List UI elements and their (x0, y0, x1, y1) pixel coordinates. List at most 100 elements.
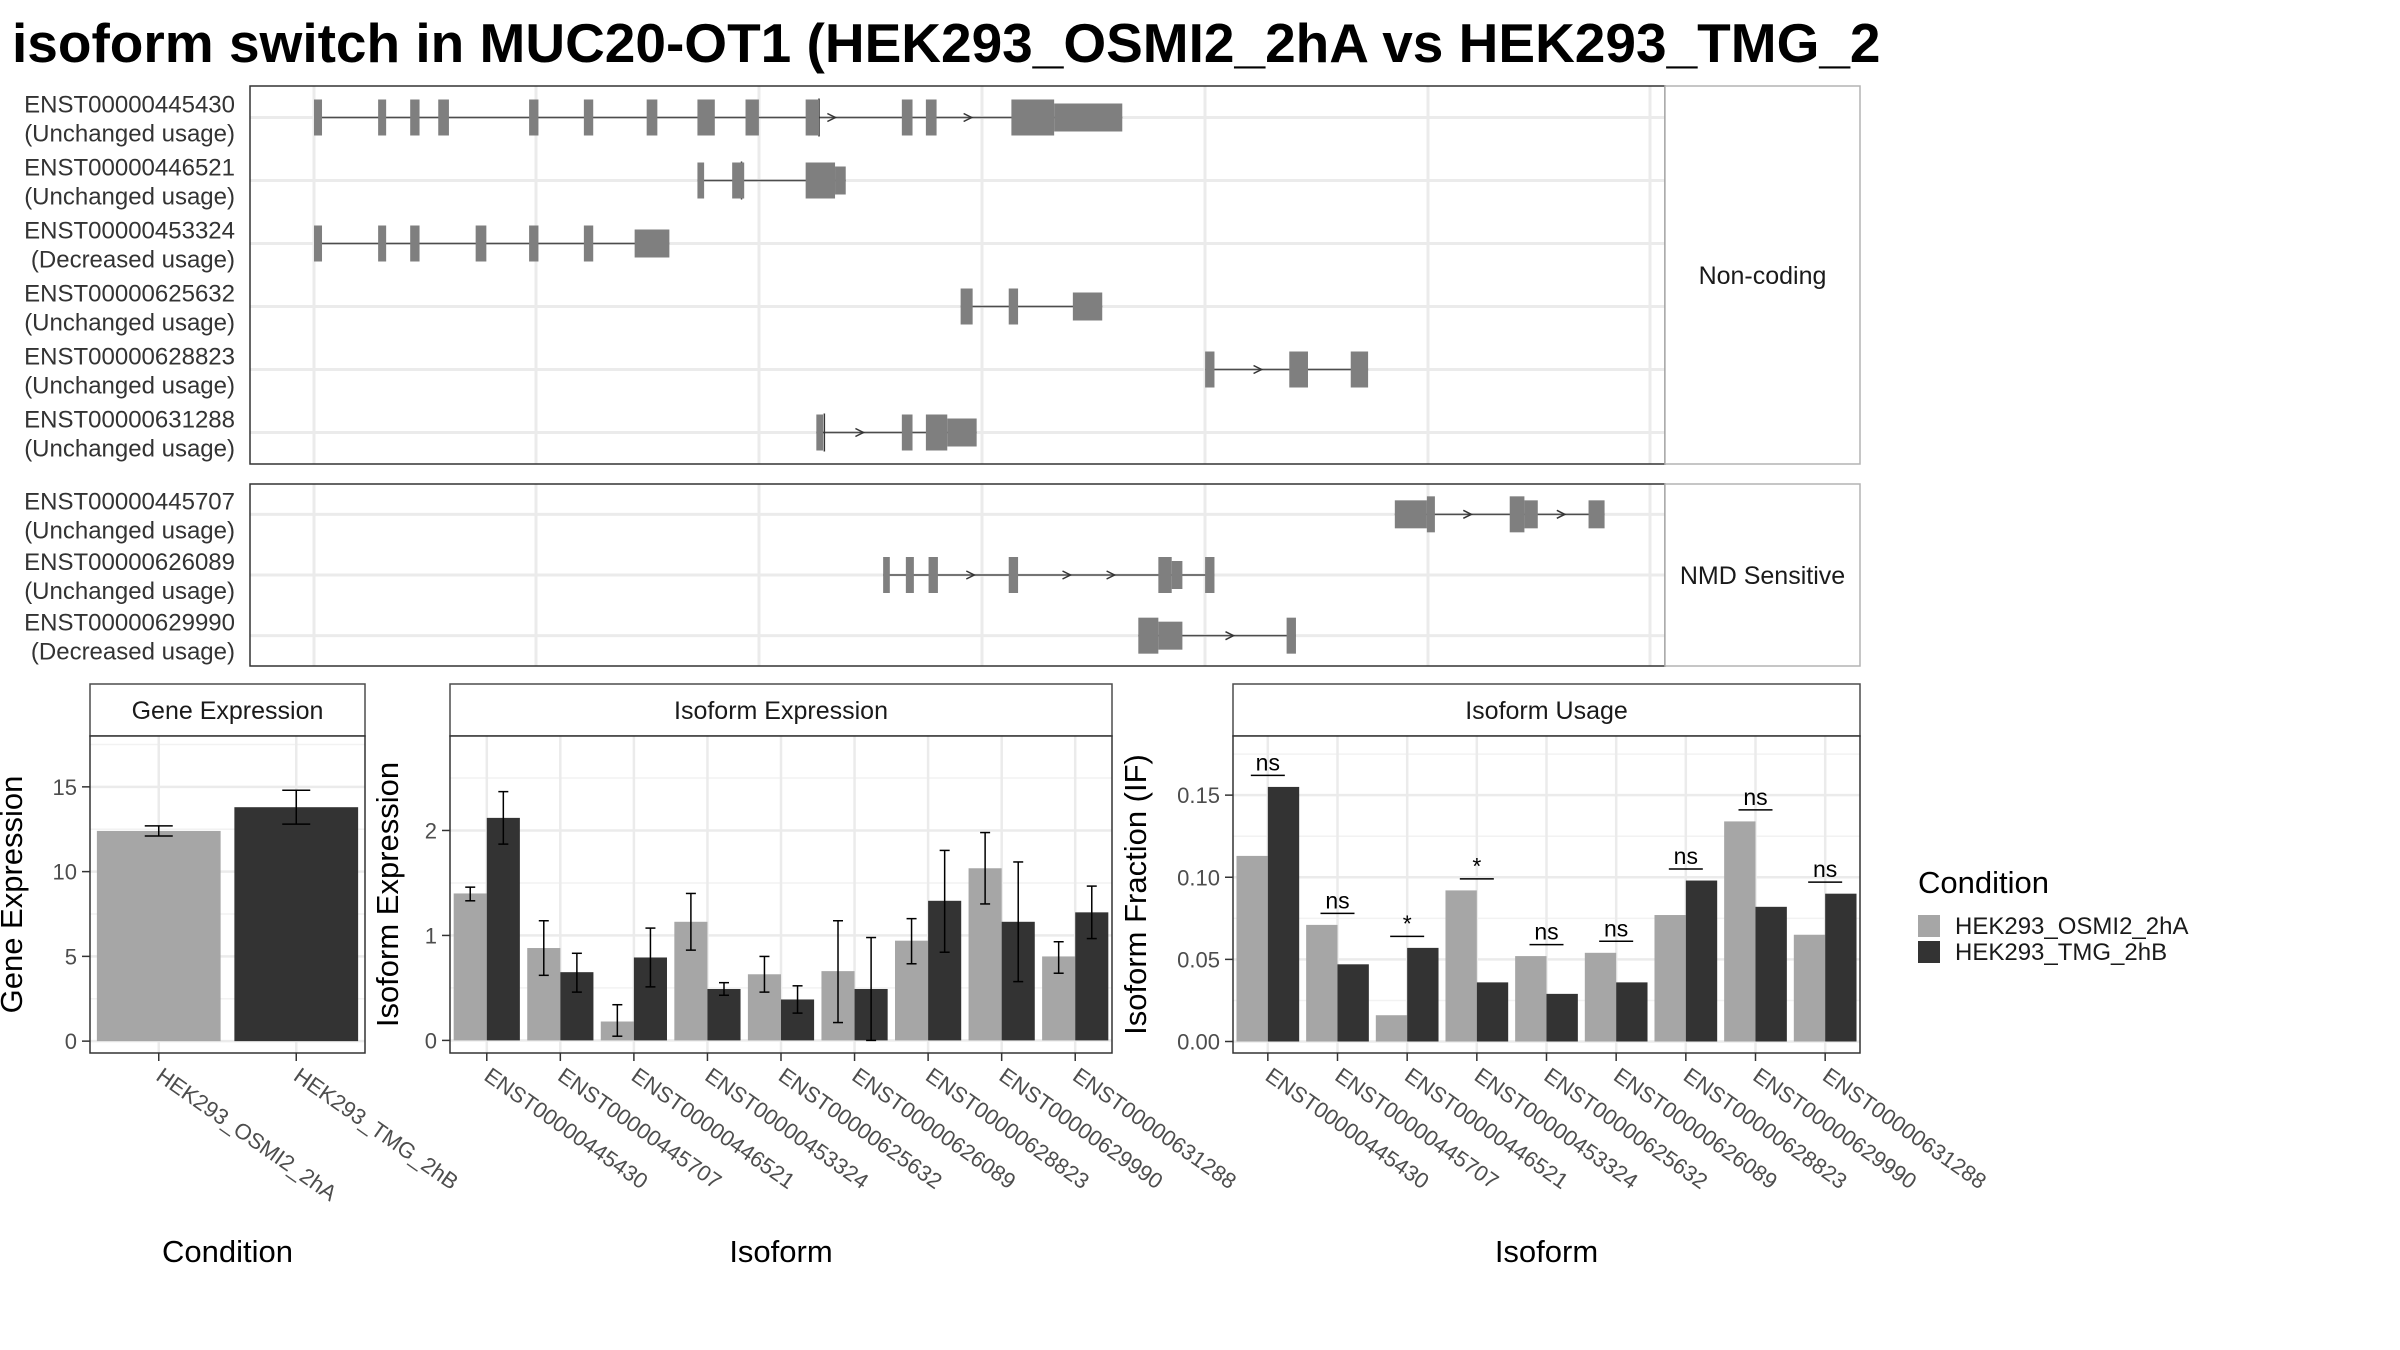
isoform-usage-panel: Isoform Usage ns ns * * ns ns ns ns ns 0.00 0.05 0.1… (1118, 683, 1991, 1269)
bar (453, 893, 487, 1041)
exon-block (697, 99, 715, 136)
transcript-id-label: ENST00000445430 (24, 92, 235, 119)
significance-label: ns (1604, 915, 1628, 941)
bar (1375, 1015, 1408, 1042)
exon-block (805, 99, 820, 136)
bar (96, 830, 221, 1042)
legend-swatch (1918, 915, 1940, 937)
exon-block (1350, 351, 1369, 388)
strand-arrow (1462, 509, 1473, 520)
exon-block (732, 162, 745, 199)
x-axis-title: Condition (162, 1234, 293, 1269)
transcript-usage-label: (Unchanged usage) (24, 373, 235, 400)
y-tick-label: 10 (53, 860, 77, 885)
bar (1825, 893, 1857, 1042)
legend-label: HEK293_OSMI2_2hA (1955, 913, 2188, 940)
bar (1755, 906, 1787, 1042)
gene-expression-panel: Gene Expression051015HEK293_OSMI2_2hAHEK… (0, 683, 463, 1269)
y-tick-label: 5 (65, 944, 77, 969)
exon-block (697, 162, 705, 199)
legend-title: Condition (1918, 865, 2049, 900)
exon-block (378, 225, 387, 262)
panel-strip-title: Gene Expression (132, 697, 324, 725)
exon-block (378, 99, 387, 136)
exon-block (1394, 500, 1427, 529)
strand-arrow (963, 112, 974, 123)
transcript-id-label: ENST00000625632 (24, 281, 235, 308)
transcript-id-label: ENST00000628823 (24, 344, 235, 371)
y-tick-label: 2 (425, 818, 437, 843)
group-strip (1664, 483, 1861, 667)
bar (1654, 915, 1686, 1042)
transcript-id-label: ENST00000626089 (24, 549, 235, 576)
exon-block (1054, 103, 1123, 132)
y-tick-label: 0 (65, 1029, 77, 1054)
group-strip-label: NMD Sensitive (1680, 562, 1845, 590)
x-axis-title: Isoform (729, 1234, 832, 1269)
y-tick-label: 0.05 (1177, 947, 1220, 972)
exon-block (905, 557, 914, 593)
bar (1515, 956, 1547, 1042)
exon-block (438, 99, 449, 136)
y-axis-title: Gene Expression (0, 776, 29, 1014)
exon-block (947, 418, 977, 447)
isoform-expression-panel: Isoform Expression012ENST00000445430ENST… (370, 683, 1241, 1269)
strand-arrow (1106, 570, 1117, 580)
exon-block (1008, 288, 1019, 325)
transcript-usage-label: (Unchanged usage) (24, 184, 235, 211)
y-tick-label: 1 (425, 923, 437, 948)
y-tick-label: 15 (53, 775, 77, 800)
transcript-id-label: ENST00000445707 (24, 488, 235, 515)
bar (707, 988, 741, 1041)
panel-strip (89, 683, 366, 737)
significance-label: ns (1325, 887, 1349, 913)
exon-block (901, 99, 913, 136)
strand-arrow (1253, 364, 1264, 375)
bar (1267, 786, 1300, 1042)
significance-label: ns (1813, 856, 1837, 882)
transcript-usage-label: (Unchanged usage) (24, 517, 235, 544)
bar (1407, 947, 1439, 1042)
exon-block (816, 414, 824, 451)
exon-block (925, 414, 948, 451)
legend-label: HEK293_TMG_2hB (1955, 939, 2167, 966)
exon-block (314, 99, 323, 136)
bar (1724, 821, 1756, 1042)
exon-block (529, 99, 539, 136)
x-axis-title: Isoform (1495, 1234, 1598, 1269)
group-strip (1664, 85, 1861, 465)
figure-title: isoform switch in MUC20-OT1 (HEK293_OSMI… (12, 12, 1881, 74)
transcript-id-label: ENST00000453324 (24, 218, 235, 245)
y-axis-title: Isoform Expression (370, 762, 405, 1027)
significance-label: ns (1256, 749, 1280, 775)
y-tick-label: 0.10 (1177, 865, 1220, 890)
y-axis-title: Isoform Fraction (IF) (1118, 754, 1153, 1035)
bar (486, 817, 520, 1041)
exon-block (1171, 561, 1183, 589)
exon-block (883, 557, 890, 593)
exon-block (314, 225, 323, 262)
bar (1685, 880, 1718, 1042)
bar (1793, 934, 1826, 1042)
group-strip-label: Non-coding (1699, 262, 1827, 290)
panel-strip (1232, 683, 1861, 737)
exon-block (410, 225, 420, 262)
plot-border (89, 735, 366, 1054)
y-tick-label: 0.15 (1177, 783, 1220, 808)
bar (1584, 952, 1617, 1042)
exon-block (1509, 496, 1525, 533)
exon-block (1205, 557, 1215, 593)
exon-block (835, 166, 846, 195)
strand-arrow (827, 112, 838, 123)
strand-arrow (965, 570, 976, 580)
exon-block (1158, 557, 1172, 593)
exon-block (1524, 500, 1538, 529)
exon-block (634, 229, 670, 258)
y-tick-label: 0 (425, 1028, 437, 1053)
strand-arrow (1556, 509, 1567, 520)
exon-block (1426, 496, 1435, 533)
legend-swatch (1918, 941, 1940, 963)
exon-block (1158, 621, 1183, 650)
panel-strip (449, 683, 1113, 737)
exon-block (1138, 617, 1159, 654)
